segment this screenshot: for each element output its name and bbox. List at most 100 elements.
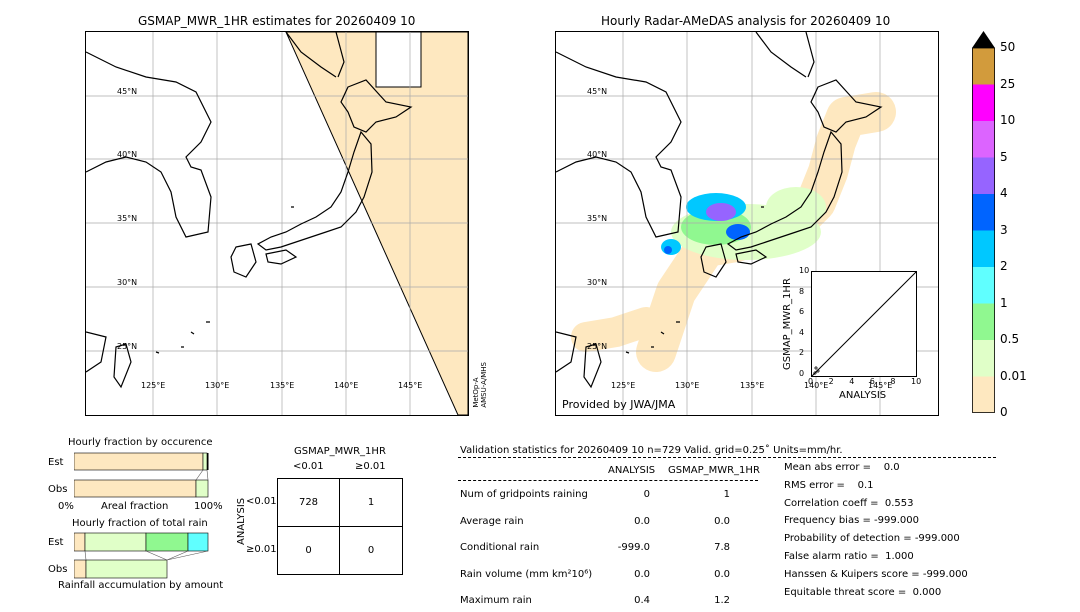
scatter-xtick: 8 (890, 377, 896, 386)
colorbar-label: 0.01 (1000, 368, 1027, 383)
right-map: Provided by JWA/JMA 0 0 2 2 4 4 6 6 8 8 10 10 ANALY… (555, 31, 939, 416)
stats-gsmap-value: 7.8 (714, 542, 730, 553)
lat-label: 40°N (117, 150, 138, 159)
scatter-xtick: 10 (911, 377, 922, 386)
colorbar-label: 1 (1000, 295, 1008, 310)
lon-label: 135°E (270, 381, 295, 390)
est-seg-1 (84, 532, 147, 552)
stats-score: Equitable threat score = 0.000 (784, 586, 942, 598)
contingency-table: 728 1 0 0 (277, 478, 403, 575)
rain-area-blue-2 (664, 246, 672, 254)
colorbar-segment (972, 121, 995, 158)
colorbar-frame (972, 47, 995, 413)
scatter-xtick: 4 (849, 377, 855, 386)
colorbar-canvas (972, 31, 995, 413)
colorbar-segment (972, 194, 995, 231)
totalrain-xlabel: Rainfall accumulation by amount (58, 580, 224, 591)
right-map-title: Hourly Radar-AMeDAS analysis for 2026040… (601, 14, 891, 28)
connector-lines (195, 469, 209, 481)
lon-label: 130°E (675, 381, 700, 390)
stats-score: Correlation coeff = 0.553 (784, 497, 914, 509)
colorbar-segment (972, 340, 995, 377)
lat-label: 30°N (587, 278, 608, 287)
scatter-xtick: 6 (869, 377, 875, 386)
colorbar-label: 2 (1000, 259, 1008, 273)
scatter-xlabel: ANALYSIS (839, 390, 887, 401)
lat-label: 40°N (587, 150, 608, 159)
coastline (700, 243, 727, 278)
colorbar-label: 0 (1000, 405, 1008, 419)
lon-label: 130°E (205, 381, 230, 390)
rain-area-purple (706, 203, 736, 221)
right-map-canvas (556, 32, 938, 415)
coastline (583, 343, 602, 389)
est-bar-dry (74, 452, 204, 471)
obs-seg-0 (74, 559, 87, 579)
totalrain-est-label: Est (48, 537, 64, 548)
colorbar-segment (972, 157, 995, 194)
cell-hit-none: 728 (278, 479, 340, 527)
stats-row-label: Num of gridpoints raining (460, 489, 588, 500)
occurrence-x-min: 0% (58, 501, 74, 512)
stats-gsmap-value: 0.0 (714, 568, 730, 580)
scatter-xtick: 0 (808, 377, 814, 386)
stats-row-label: Conditional rain (460, 542, 540, 553)
stats-score: False alarm ratio = 1.000 (784, 551, 914, 562)
coastline (86, 51, 212, 238)
est-seg-2 (145, 532, 189, 552)
stats-gsmap-value: 1 (723, 489, 730, 500)
col-header-ge: ≥0.01 (355, 461, 386, 472)
rain-area-green-2 (766, 187, 826, 227)
lat-label: 25°N (117, 342, 138, 351)
lat-label: 25°N (587, 342, 608, 351)
scatter-inset (811, 271, 917, 377)
cell-miss: 0 (278, 526, 340, 574)
occurrence-est-label: Est (48, 457, 64, 468)
row-header-lt: <0.01 (246, 496, 277, 507)
rain-area-light-south (571, 307, 661, 352)
scatter-ytick: 4 (799, 327, 805, 337)
lat-label: 45°N (587, 87, 608, 96)
scatter-ytick: 0 (799, 369, 805, 378)
scatter-ylabel: GSMAP_MWR_1HR (782, 278, 793, 370)
colorbar-label: 4 (1000, 186, 1008, 200)
lat-label: 35°N (587, 214, 608, 223)
totalrain-title: Hourly fraction of total rain (72, 518, 208, 529)
coastline (285, 32, 337, 78)
scatter-plot (811, 271, 917, 377)
est-bar-light (202, 452, 208, 471)
colorbar (972, 31, 995, 413)
colorbar-label: 50 (1000, 40, 1016, 54)
lon-label: 140°E (804, 381, 829, 390)
coastline (726, 130, 843, 251)
cell-false-alarm: 1 (340, 479, 402, 527)
scatter-ytick: 6 (799, 307, 805, 317)
lat-label: 45°N (117, 87, 138, 96)
obs-seg-1 (85, 559, 168, 579)
lon-label: 125°E (141, 381, 166, 390)
colorbar-segment (972, 48, 995, 85)
stats-header: Validation statistics for 20260409 10 n=… (460, 445, 843, 456)
diagonal-line (811, 271, 917, 377)
obs-bar-dry (74, 479, 197, 498)
coastline (230, 243, 257, 278)
occurrence-title: Hourly fraction by occurence (68, 437, 213, 448)
lon-label: 145°E (868, 381, 893, 390)
stats-score: Hanssen & Kuipers score = -999.000 (784, 568, 968, 580)
coastline (335, 32, 345, 78)
swath-gap (375, 32, 422, 88)
scatter-point (813, 366, 820, 375)
colorbar-segment (972, 376, 995, 413)
col-header-lt: <0.01 (293, 461, 324, 472)
sensor-instrument: AMSU-A/MHS (480, 362, 488, 408)
colorbar-label: 5 (1000, 149, 1008, 164)
left-map (85, 31, 469, 416)
occurrence-xlabel: Areal fraction (101, 501, 169, 512)
lon-label: 125°E (611, 381, 636, 390)
scatter-ytick: 2 (799, 348, 805, 358)
sensor-label: MetOp-A AMSU-A/MHS (472, 362, 488, 408)
stats-col-analysis: ANALYSIS (608, 465, 656, 476)
coastline (340, 79, 413, 133)
stats-col-gsmap: GSMAP_MWR_1HR (668, 465, 760, 476)
est-seg-3 (187, 532, 209, 552)
